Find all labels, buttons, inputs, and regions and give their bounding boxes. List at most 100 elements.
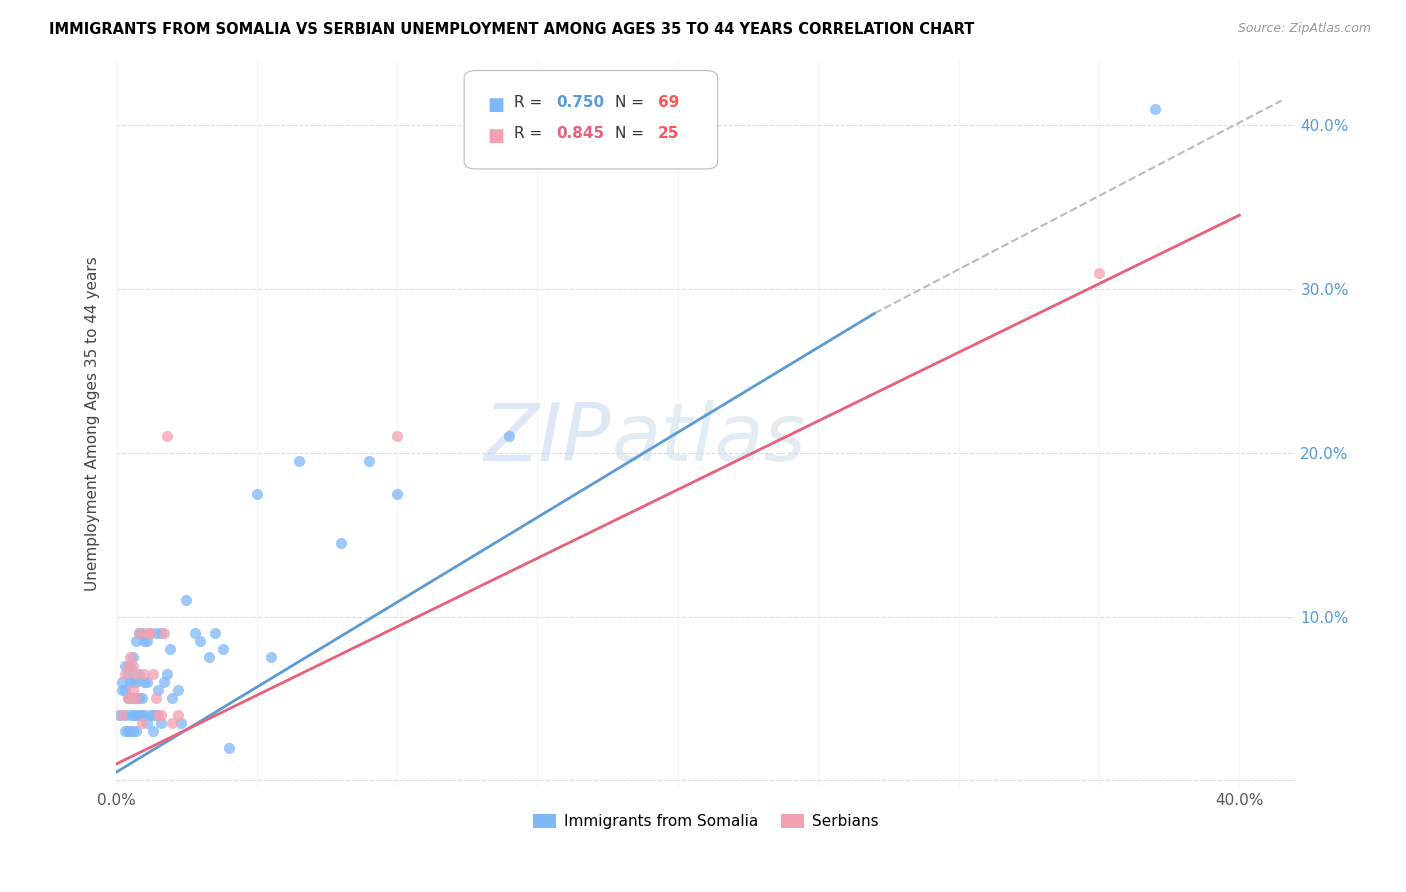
Point <box>117 691 139 706</box>
Point <box>120 707 142 722</box>
Point <box>145 707 167 722</box>
Point <box>111 675 134 690</box>
Point <box>125 691 148 706</box>
Point <box>142 707 165 722</box>
Point <box>176 593 198 607</box>
Point <box>136 716 159 731</box>
Point <box>117 691 139 706</box>
Point <box>122 675 145 690</box>
Point <box>498 429 520 443</box>
Point <box>114 666 136 681</box>
Point <box>117 724 139 739</box>
Point <box>120 724 142 739</box>
Point <box>131 691 153 706</box>
Point <box>122 691 145 706</box>
Point <box>131 716 153 731</box>
Point <box>1144 102 1167 116</box>
Point <box>150 707 173 722</box>
Point <box>108 707 131 722</box>
Point <box>212 642 235 657</box>
Point <box>120 691 142 706</box>
Point <box>120 675 142 690</box>
Point <box>204 626 226 640</box>
Point <box>122 707 145 722</box>
Point <box>125 666 148 681</box>
Point <box>156 429 179 443</box>
Point <box>170 716 193 731</box>
Point <box>148 683 170 698</box>
Point <box>162 691 184 706</box>
Point <box>128 707 150 722</box>
FancyBboxPatch shape <box>464 70 717 169</box>
Point <box>128 626 150 640</box>
Point <box>122 683 145 698</box>
Point <box>190 634 212 648</box>
Text: ZIP: ZIP <box>484 400 612 477</box>
Point <box>134 707 156 722</box>
Point <box>117 658 139 673</box>
Point <box>167 683 190 698</box>
Point <box>385 486 408 500</box>
Text: Source: ZipAtlas.com: Source: ZipAtlas.com <box>1237 22 1371 36</box>
Point <box>122 650 145 665</box>
Point <box>131 626 153 640</box>
Point <box>128 666 150 681</box>
Point <box>167 707 190 722</box>
Point <box>162 716 184 731</box>
Point <box>357 454 380 468</box>
Point <box>111 683 134 698</box>
Point <box>145 626 167 640</box>
Point <box>136 675 159 690</box>
Point <box>329 536 352 550</box>
Point <box>111 707 134 722</box>
Text: 25: 25 <box>658 126 679 141</box>
Point <box>125 675 148 690</box>
Point <box>136 626 159 640</box>
Point <box>148 707 170 722</box>
Text: IMMIGRANTS FROM SOMALIA VS SERBIAN UNEMPLOYMENT AMONG AGES 35 TO 44 YEARS CORREL: IMMIGRANTS FROM SOMALIA VS SERBIAN UNEMP… <box>49 22 974 37</box>
Point <box>153 675 176 690</box>
Point <box>139 626 162 640</box>
Point <box>117 666 139 681</box>
Point <box>156 666 179 681</box>
Point <box>125 707 148 722</box>
Point <box>142 666 165 681</box>
Point <box>128 691 150 706</box>
Point <box>114 707 136 722</box>
Point <box>134 675 156 690</box>
Text: 69: 69 <box>658 95 679 110</box>
Point <box>114 658 136 673</box>
Point <box>153 626 176 640</box>
Text: N =: N = <box>614 126 650 141</box>
Point <box>125 724 148 739</box>
Y-axis label: Unemployment Among Ages 35 to 44 years: Unemployment Among Ages 35 to 44 years <box>86 257 100 591</box>
Point <box>131 707 153 722</box>
Point <box>260 650 283 665</box>
Point <box>142 724 165 739</box>
Point <box>150 626 173 640</box>
Point <box>139 707 162 722</box>
Point <box>638 151 661 165</box>
Legend: Immigrants from Somalia, Serbians: Immigrants from Somalia, Serbians <box>527 808 884 836</box>
Point <box>134 666 156 681</box>
Point <box>150 716 173 731</box>
Point <box>287 454 309 468</box>
Point <box>128 626 150 640</box>
Text: 0.750: 0.750 <box>557 95 605 110</box>
Point <box>125 691 148 706</box>
Text: ■: ■ <box>488 96 505 114</box>
Point <box>120 691 142 706</box>
Point <box>184 626 207 640</box>
Point <box>120 658 142 673</box>
Text: 0.845: 0.845 <box>557 126 605 141</box>
Point <box>122 658 145 673</box>
Point <box>122 724 145 739</box>
Point <box>145 691 167 706</box>
Point <box>120 650 142 665</box>
Point <box>125 634 148 648</box>
Text: ■: ■ <box>488 128 505 145</box>
Text: N =: N = <box>614 95 650 110</box>
Point <box>159 642 181 657</box>
Point <box>114 683 136 698</box>
Point <box>134 634 156 648</box>
